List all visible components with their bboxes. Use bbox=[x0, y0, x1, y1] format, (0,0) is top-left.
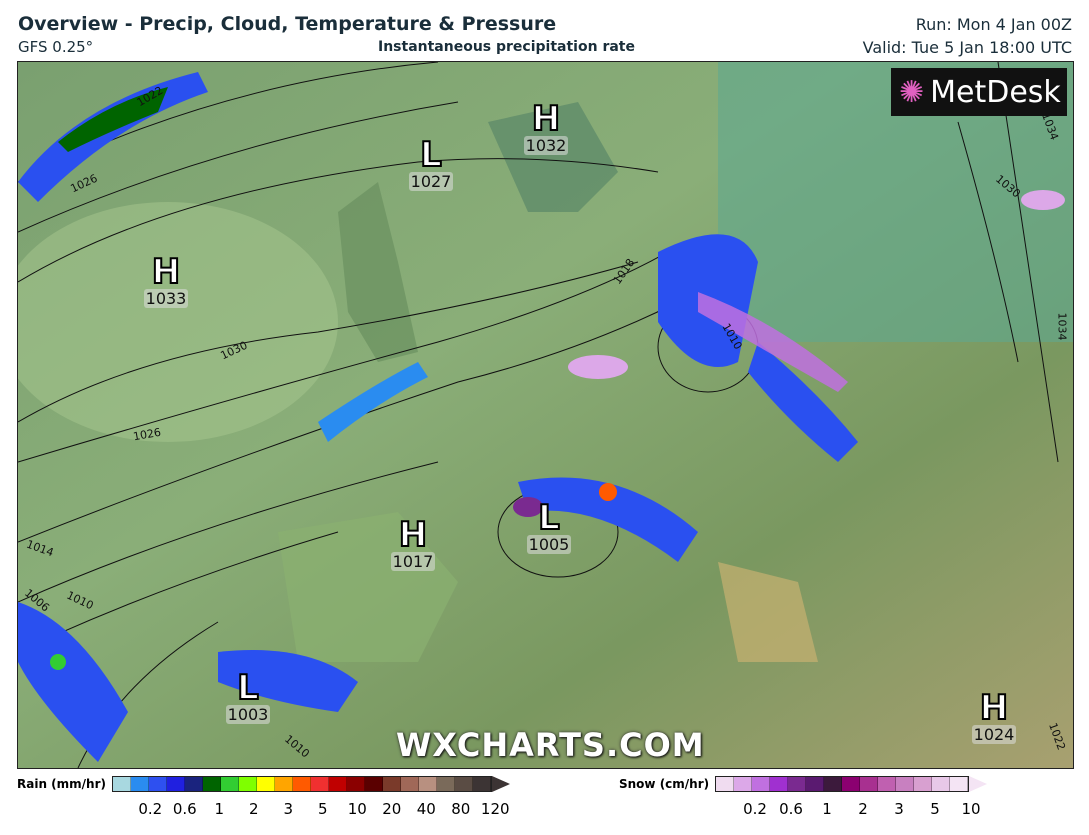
subtitle: Instantaneous precipitation rate bbox=[378, 39, 635, 55]
colorbar-swatch bbox=[455, 777, 473, 791]
map-canvas bbox=[18, 62, 1073, 768]
land-balkans bbox=[718, 562, 818, 662]
run-time: Run: Mon 4 Jan 00Z bbox=[915, 15, 1072, 34]
snow-colorbar bbox=[715, 776, 970, 792]
colorbar-swatch bbox=[896, 777, 915, 791]
colorbar-swatch bbox=[311, 777, 329, 791]
weather-map: ✺ MetDesk WXCHARTS.COM H 1032 L 1027 H 1033 … bbox=[17, 61, 1074, 769]
pressure-center: L 1027 bbox=[408, 135, 454, 191]
colorbar-tick: 40 bbox=[416, 800, 436, 818]
isobars bbox=[18, 62, 1059, 768]
colorbar-tick: 120 bbox=[480, 800, 510, 818]
colorbar-swatch bbox=[878, 777, 897, 791]
colorbar-tick: 10 bbox=[347, 800, 367, 818]
rain-areas bbox=[18, 72, 858, 762]
colorbar-tick: 1 bbox=[822, 800, 832, 818]
colorbar-swatch bbox=[860, 777, 879, 791]
snow-areas bbox=[513, 190, 1065, 517]
colorbar-swatch bbox=[149, 777, 167, 791]
colorbar-tick: 0.2 bbox=[743, 800, 767, 818]
metdesk-logo: ✺ MetDesk bbox=[891, 68, 1067, 116]
pressure-center: H 1033 bbox=[143, 252, 189, 308]
colorbar-swatch bbox=[257, 777, 275, 791]
pressure-center: L 1003 bbox=[225, 668, 271, 724]
colorbar-tick: 20 bbox=[382, 800, 402, 818]
colorbar-swatch bbox=[716, 777, 735, 791]
colorbar-tick: 80 bbox=[451, 800, 471, 818]
colorbar-tick: 3 bbox=[283, 800, 294, 818]
rain-legend: Rain (mm/hr) bbox=[17, 776, 510, 792]
colorbar-swatch bbox=[347, 777, 365, 791]
colorbar-swatch bbox=[734, 777, 753, 791]
colorbar-tick: 0.6 bbox=[172, 800, 197, 818]
colorbar-tick: 3 bbox=[894, 800, 904, 818]
colorbar-swatch bbox=[293, 777, 311, 791]
colorbar-swatch bbox=[806, 777, 825, 791]
colorbar-swatch bbox=[329, 777, 347, 791]
pressure-center: L 1005 bbox=[526, 498, 572, 554]
colorbar-swatch bbox=[788, 777, 807, 791]
colorbar-swatch bbox=[203, 777, 221, 791]
colorbar-swatch bbox=[131, 777, 149, 791]
land-iberia bbox=[278, 512, 458, 662]
colorbar-tick: 10 bbox=[961, 800, 981, 818]
pressure-center: H 1032 bbox=[523, 99, 569, 155]
colorbar-tick: 0.6 bbox=[779, 800, 803, 818]
colorbar-swatch bbox=[401, 777, 419, 791]
model-label: GFS 0.25° bbox=[18, 38, 94, 56]
rain-colorbar-arrow bbox=[492, 776, 510, 792]
colorbar-swatch bbox=[914, 777, 933, 791]
logo-star-icon: ✺ bbox=[899, 74, 925, 110]
pressure-center: H 1024 bbox=[971, 688, 1017, 744]
snow-legend: Snow (cm/hr) bbox=[619, 776, 988, 792]
colorbar-swatch bbox=[419, 777, 437, 791]
colorbar-swatch bbox=[275, 777, 293, 791]
colorbar-swatch bbox=[752, 777, 771, 791]
chart-title: Overview - Precip, Cloud, Temperature & … bbox=[18, 13, 557, 35]
colorbar-swatch bbox=[473, 777, 491, 791]
colorbar-swatch bbox=[383, 777, 401, 791]
rain-legend-label: Rain (mm/hr) bbox=[17, 777, 106, 791]
colorbar-swatch bbox=[770, 777, 789, 791]
colorbar-tick: 2 bbox=[248, 800, 259, 818]
colorbar-swatch bbox=[221, 777, 239, 791]
snow-ticks: 0.2 0.6 1 2 3 5 10 bbox=[737, 800, 989, 818]
colorbar-swatch bbox=[842, 777, 861, 791]
rain-ticks: 0.2 0.6 1 2 3 5 10 20 40 80 120 bbox=[133, 800, 513, 818]
colorbar-tick: 1 bbox=[214, 800, 225, 818]
snow-legend-label: Snow (cm/hr) bbox=[619, 777, 710, 791]
colorbar-swatch bbox=[950, 777, 969, 791]
colorbar-tick: 0.2 bbox=[138, 800, 163, 818]
colorbar-tick: 5 bbox=[317, 800, 328, 818]
rain-colorbar bbox=[112, 776, 492, 792]
isobar-label: 1034 bbox=[1055, 312, 1069, 341]
colorbar-swatch bbox=[239, 777, 257, 791]
colorbar-swatch bbox=[167, 777, 185, 791]
colorbar-swatch bbox=[437, 777, 455, 791]
land-britain bbox=[338, 182, 418, 362]
colorbar-tick: 5 bbox=[930, 800, 940, 818]
snow-colorbar-arrow bbox=[969, 776, 988, 792]
colorbar-swatch bbox=[824, 777, 843, 791]
land-scandinavia bbox=[488, 102, 618, 212]
colorbar-swatch bbox=[932, 777, 951, 791]
colorbar-swatch bbox=[113, 777, 131, 791]
colorbar-swatch bbox=[365, 777, 383, 791]
pressure-center: H 1017 bbox=[390, 515, 436, 571]
watermark: WXCHARTS.COM bbox=[396, 726, 705, 764]
colorbar-swatch bbox=[185, 777, 203, 791]
clear-region bbox=[18, 202, 338, 442]
colorbar-tick: 2 bbox=[858, 800, 868, 818]
valid-time: Valid: Tue 5 Jan 18:00 UTC bbox=[862, 38, 1072, 57]
